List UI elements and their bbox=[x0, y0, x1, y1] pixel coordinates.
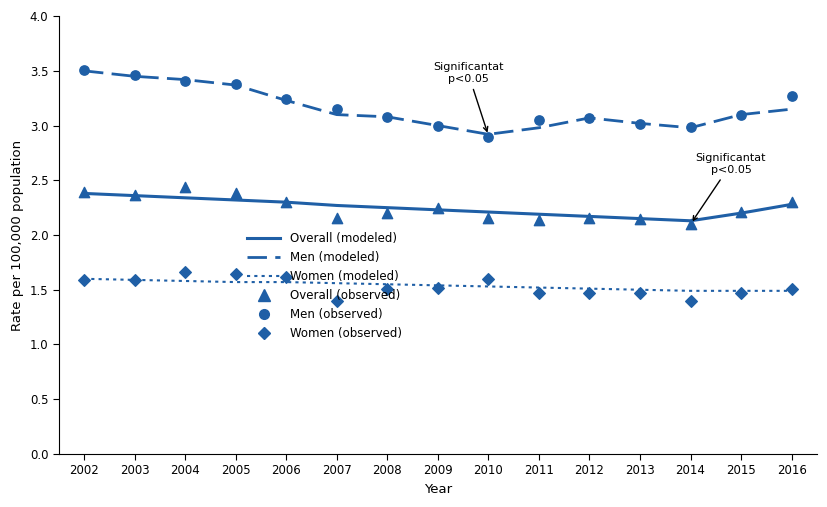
Point bbox=[532, 289, 545, 297]
Point bbox=[127, 71, 141, 79]
Point bbox=[280, 273, 293, 281]
Point bbox=[734, 111, 747, 119]
Point bbox=[633, 289, 646, 297]
Point bbox=[127, 276, 141, 284]
Point bbox=[784, 198, 797, 206]
Text: Significantat
p<0.05: Significantat p<0.05 bbox=[692, 153, 765, 221]
Point bbox=[380, 209, 394, 217]
Point bbox=[127, 191, 141, 199]
Text: Significantat
p<0.05: Significantat p<0.05 bbox=[433, 62, 503, 131]
Point bbox=[431, 122, 444, 130]
Legend: Overall (modeled), Men (modeled), Women (modeled), Overall (observed), Men (obse: Overall (modeled), Men (modeled), Women … bbox=[246, 232, 401, 340]
Point bbox=[380, 113, 394, 121]
Point bbox=[77, 276, 90, 284]
Point bbox=[77, 188, 90, 196]
Point bbox=[280, 95, 293, 103]
Point bbox=[532, 116, 545, 124]
Point bbox=[683, 123, 696, 131]
Point bbox=[582, 213, 595, 222]
Point bbox=[481, 132, 495, 140]
Point bbox=[229, 270, 242, 278]
X-axis label: Year: Year bbox=[423, 483, 452, 496]
Point bbox=[784, 92, 797, 100]
Point bbox=[179, 77, 192, 85]
Point bbox=[179, 183, 192, 191]
Point bbox=[734, 289, 747, 297]
Point bbox=[431, 204, 444, 212]
Point bbox=[481, 213, 495, 222]
Point bbox=[582, 289, 595, 297]
Point bbox=[683, 297, 696, 305]
Point bbox=[784, 284, 797, 293]
Point bbox=[380, 284, 394, 293]
Point bbox=[280, 198, 293, 206]
Point bbox=[481, 275, 495, 283]
Point bbox=[734, 208, 747, 216]
Y-axis label: Rate per 100,000 population: Rate per 100,000 population bbox=[11, 139, 24, 331]
Point bbox=[330, 297, 343, 305]
Point bbox=[229, 80, 242, 88]
Point bbox=[330, 213, 343, 222]
Point bbox=[532, 215, 545, 224]
Point bbox=[683, 220, 696, 228]
Point bbox=[229, 190, 242, 198]
Point bbox=[633, 214, 646, 223]
Point bbox=[179, 268, 192, 276]
Point bbox=[633, 120, 646, 128]
Point bbox=[330, 105, 343, 113]
Point bbox=[582, 114, 595, 122]
Point bbox=[77, 66, 90, 74]
Point bbox=[431, 283, 444, 292]
